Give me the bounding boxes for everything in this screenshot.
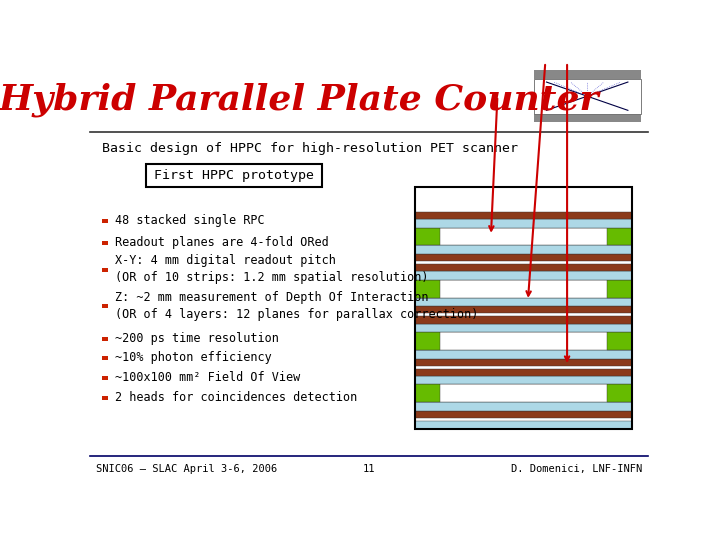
Bar [415, 369, 632, 376]
Bar [534, 114, 641, 122]
Text: D. Domenici, LNF-INFN: D. Domenici, LNF-INFN [511, 464, 642, 474]
Bar [608, 384, 632, 402]
Text: ~100x100 mm² Field Of View: ~100x100 mm² Field Of View [114, 371, 300, 384]
Bar [415, 411, 632, 418]
Bar [415, 212, 632, 219]
Bar [415, 359, 632, 366]
Bar [415, 219, 632, 228]
Bar [534, 70, 641, 78]
Bar [415, 332, 632, 350]
Bar [415, 228, 440, 245]
Text: SNIC06 – SLAC April 3-6, 2006: SNIC06 – SLAC April 3-6, 2006 [96, 464, 276, 474]
Bar [102, 305, 109, 308]
Text: ~200 ps time resolution: ~200 ps time resolution [114, 332, 279, 345]
Text: Basic design of HPPC for high-resolution PET scanner: Basic design of HPPC for high-resolution… [102, 143, 518, 156]
Text: Z: ~2 mm measurement of Depth Of Interaction
(OR of 4 layers: 12 planes for para: Z: ~2 mm measurement of Depth Of Interac… [114, 291, 478, 321]
Bar [102, 376, 109, 380]
Bar [102, 268, 109, 272]
Text: 48 stacked single RPC: 48 stacked single RPC [114, 214, 264, 227]
Bar [415, 384, 632, 402]
Bar [415, 187, 632, 429]
Bar [415, 264, 632, 271]
Bar [145, 164, 322, 187]
Bar [415, 332, 440, 350]
Bar [415, 298, 632, 306]
Bar [102, 337, 109, 341]
Bar [102, 241, 109, 245]
Text: 2 heads for coincidences detection: 2 heads for coincidences detection [114, 391, 357, 404]
Bar [415, 402, 632, 411]
Text: First HPPC prototype: First HPPC prototype [153, 170, 314, 183]
Bar [415, 228, 632, 245]
Bar [608, 280, 632, 298]
Bar [608, 332, 632, 350]
Bar [415, 306, 632, 314]
Bar [415, 350, 632, 359]
Text: X-Y: 4 mm digital readout pitch
(OR of 10 strips: 1.2 mm spatial resolution): X-Y: 4 mm digital readout pitch (OR of 1… [114, 254, 428, 285]
Text: ~10% photon efficiency: ~10% photon efficiency [114, 352, 271, 365]
Text: 11: 11 [363, 464, 375, 474]
Text: Readout planes are 4-fold ORed: Readout planes are 4-fold ORed [114, 237, 328, 249]
Bar [415, 376, 632, 384]
Bar [102, 396, 109, 400]
Bar [415, 280, 440, 298]
Bar [102, 356, 109, 360]
Bar [608, 228, 632, 245]
Bar [415, 384, 440, 402]
Bar [102, 219, 109, 223]
Bar [415, 323, 632, 332]
Bar [415, 280, 632, 298]
Bar [415, 421, 632, 429]
Bar [534, 78, 641, 114]
Bar [415, 254, 632, 261]
Text: Hybrid Parallel Plate Counter: Hybrid Parallel Plate Counter [0, 83, 600, 117]
Bar [415, 245, 632, 254]
Bar [415, 316, 632, 323]
Bar [415, 271, 632, 280]
